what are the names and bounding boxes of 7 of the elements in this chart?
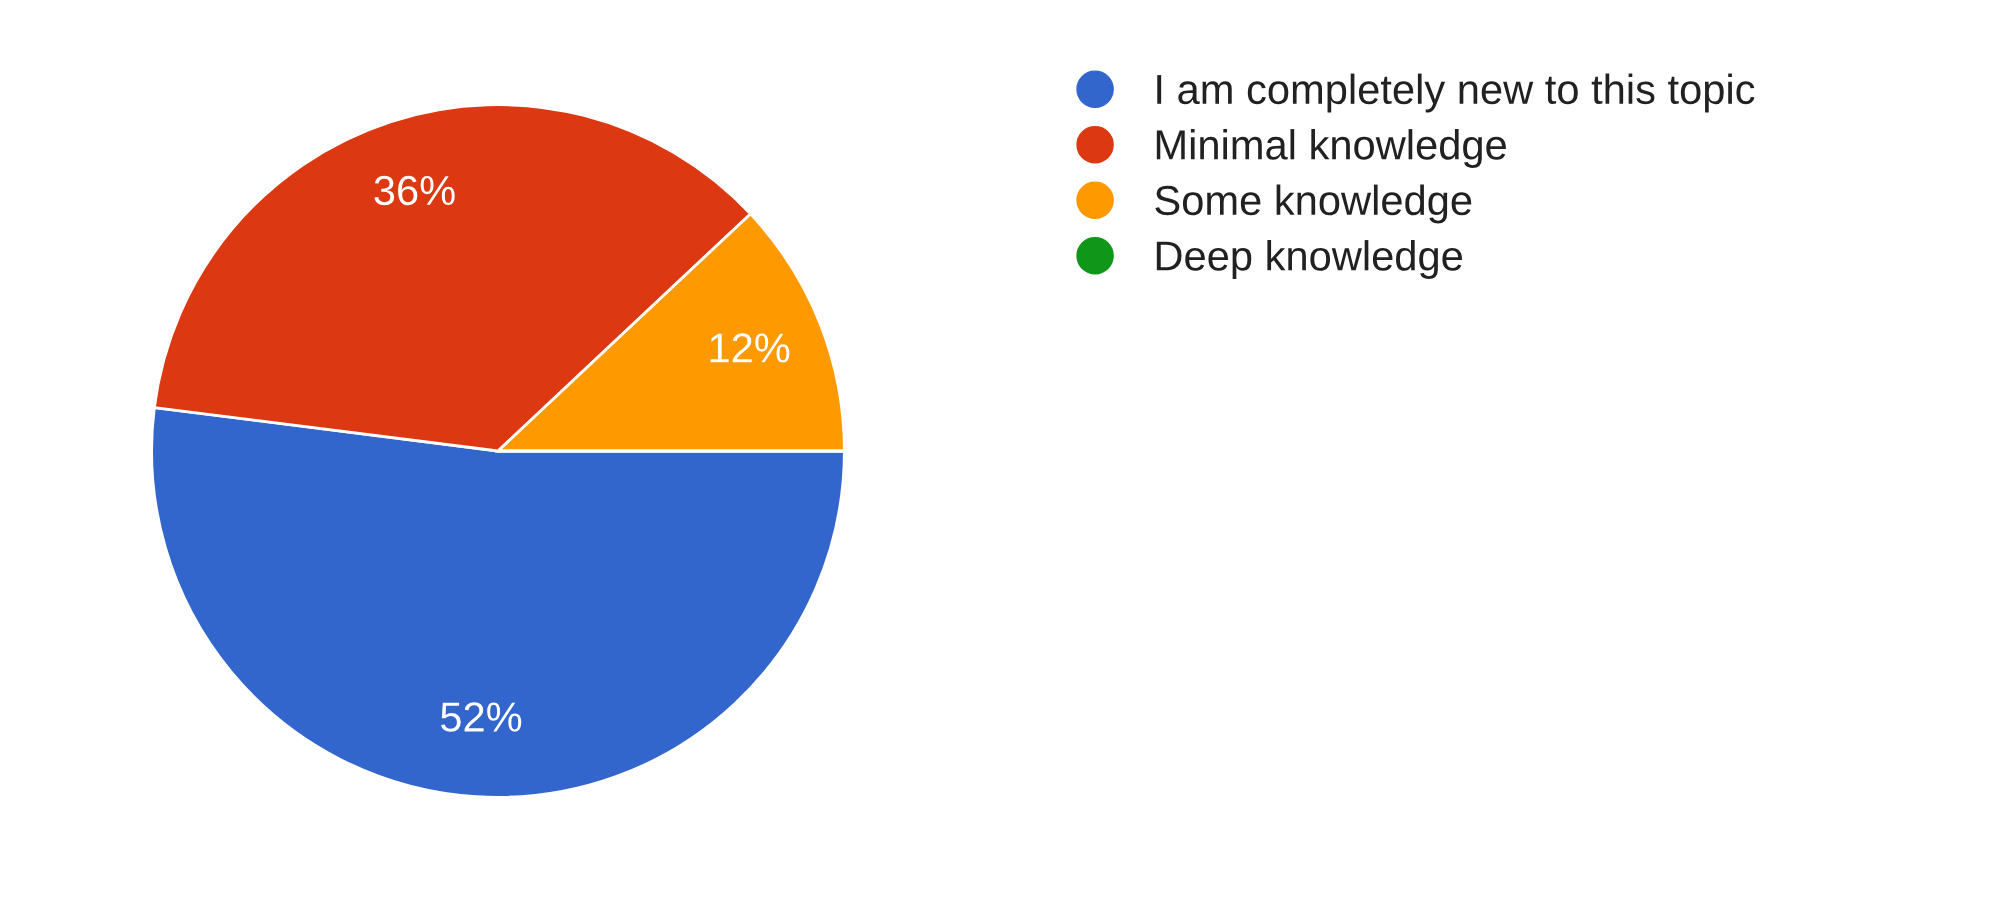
legend-label: I am completely new to this topic: [1157, 73, 1755, 113]
legend-label: Deep knowledge: [1156, 240, 1462, 279]
legend-label: Minimal knowledge: [1156, 129, 1506, 168]
data-label: 36%: [374, 175, 455, 206]
data-label: 52%: [441, 702, 522, 732]
data-label: 12%: [710, 333, 790, 363]
legend-label: Some knowledge: [1155, 184, 1472, 224]
